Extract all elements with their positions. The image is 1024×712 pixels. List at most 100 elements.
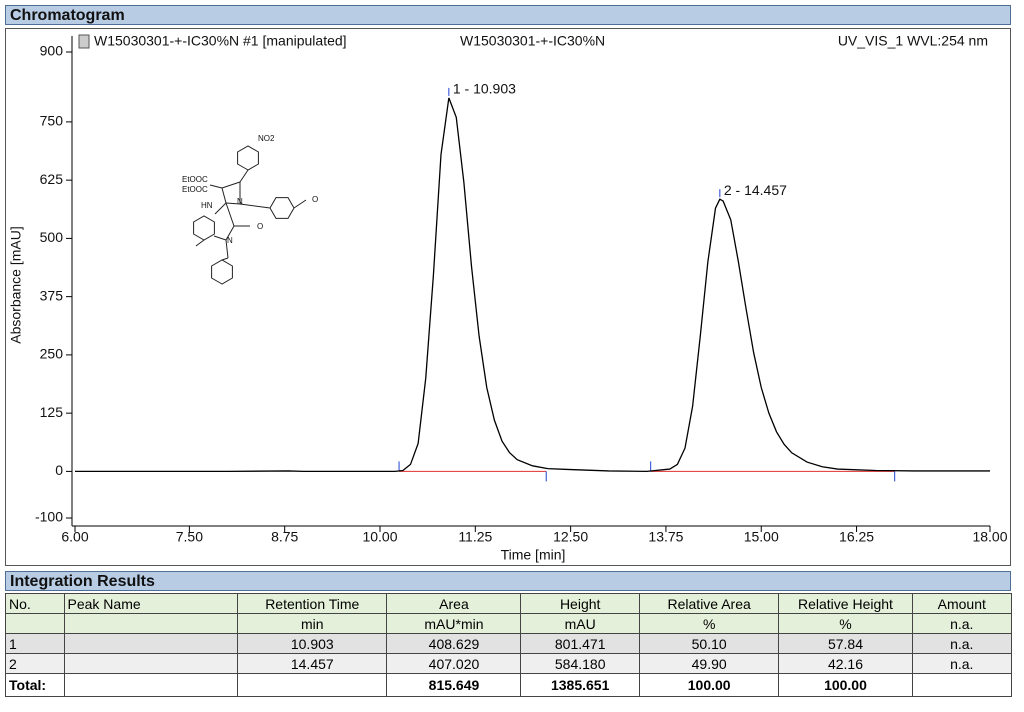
bond [225, 239, 229, 259]
y-tick-label: 750 [40, 113, 64, 129]
table-row: Total: 815.649 1385.651 100.00 100.00 [5, 673, 1013, 697]
bond [221, 257, 229, 261]
bond [195, 239, 205, 247]
bond [293, 199, 307, 209]
y-tick-label: -100 [35, 509, 63, 525]
table-cell: % [778, 613, 913, 634]
legend-center: W15030301-+-IC30%N [460, 33, 605, 49]
x-axis-label: Time [min] [501, 547, 566, 563]
bond [239, 203, 271, 209]
bond [225, 202, 235, 227]
bond [225, 202, 241, 205]
table-cell: mAU*min [386, 613, 522, 634]
ring [237, 145, 259, 171]
legend-right: UV_VIS_1 WVL:254 nm [838, 33, 988, 49]
y-tick-label: 250 [40, 346, 64, 362]
chart-panel [5, 28, 1011, 566]
x-tick-label: 10.00 [362, 529, 397, 545]
x-tick-label: 6.00 [61, 529, 88, 545]
table-cell: 100.00 [638, 673, 780, 697]
table-row: 1 10.903 408.629 801.471 50.10 57.84 n.a. [5, 633, 1013, 654]
table-cell: No. [5, 593, 65, 614]
panel-title: Chromatogram [5, 5, 1011, 25]
table-row: min mAU*min mAU%% n.a. [5, 613, 1013, 634]
atom-label: EtOOC [182, 185, 208, 194]
legend-left: W15030301-+-IC30%N #1 [manipulated] [94, 33, 347, 49]
table-cell: 584.180 [520, 653, 640, 674]
bond [213, 235, 227, 241]
table-cell [911, 673, 1013, 697]
table-cell: min [237, 613, 388, 634]
table-cell [237, 673, 388, 697]
table-cell [5, 613, 65, 634]
chromatogram-line [75, 97, 990, 473]
atom-label: O [257, 222, 263, 231]
table-cell: 10.903 [237, 633, 388, 654]
table-cell: Area [386, 593, 522, 614]
table-cell: % [638, 613, 780, 634]
bond [225, 225, 235, 241]
table-cell: n.a. [911, 613, 1013, 634]
table-cell [63, 673, 239, 697]
table-cell: Amount [911, 593, 1013, 614]
table-cell: Peak Name [63, 593, 239, 614]
bond [221, 187, 227, 204]
x-tick-label: 11.25 [458, 529, 492, 545]
table-row: No. Peak Name Retention Time Area Height Rela… [5, 593, 1013, 614]
atom-label: EtOOC [182, 175, 208, 184]
peak-label: 1 - 10.903 [453, 81, 516, 97]
ring [193, 215, 215, 241]
y-tick-label: 0 [55, 462, 63, 478]
table-cell: 49.90 [638, 653, 780, 674]
atom-label: HN [201, 201, 213, 210]
table-cell: 408.629 [386, 633, 522, 654]
table-cell: Height [520, 593, 640, 614]
ring [211, 259, 233, 285]
table-cell: Relative Height [778, 593, 913, 614]
table-cell: n.a. [911, 633, 1013, 654]
table-cell: 14.457 [237, 653, 388, 674]
x-tick-label: 7.50 [176, 529, 203, 545]
table-cell: 801.471 [520, 633, 640, 654]
table-cell: 2 [5, 653, 65, 674]
table-cell: Relative Area [638, 593, 780, 614]
file-icon [78, 34, 90, 49]
table-cell: 407.020 [386, 653, 522, 674]
table-cell: Total: [5, 673, 65, 697]
table-cell: Retention Time [237, 593, 388, 614]
atom-label: N [237, 197, 243, 206]
atom-label: NO2 [258, 134, 275, 143]
table-cell: 57.84 [778, 633, 913, 654]
table-cell: 50.10 [638, 633, 780, 654]
x-tick-label: 15.00 [744, 529, 779, 545]
table-cell: 42.16 [778, 653, 913, 674]
peak-label: 2 - 14.457 [724, 182, 787, 198]
table-cell: n.a. [911, 653, 1013, 674]
y-tick-label: 500 [40, 229, 64, 245]
x-tick-label: 18.00 [972, 529, 1007, 545]
x-tick-label: 16.25 [839, 529, 874, 545]
x-tick-label: 12.50 [553, 529, 588, 545]
y-tick-label: 375 [40, 287, 64, 303]
table-cell: 1 [5, 633, 65, 654]
bond [209, 184, 223, 189]
table-cell: mAU [520, 613, 640, 634]
table-cell: 1385.651 [520, 673, 640, 697]
x-tick-label: 13.75 [648, 529, 683, 545]
ring [269, 197, 295, 219]
bond [214, 202, 227, 215]
y-tick-label: 125 [40, 404, 64, 420]
table-cell [63, 633, 239, 654]
x-tick-label: 8.75 [271, 529, 298, 545]
table-cell: 100.00 [778, 673, 913, 697]
results-table: No. Peak Name Retention Time Area Height Rela… [5, 593, 1013, 697]
y-tick-label: 900 [40, 43, 64, 59]
bond [239, 169, 249, 183]
table-title: Integration Results [5, 571, 1011, 591]
y-tick-label: 625 [40, 171, 64, 187]
y-axis-label: Absorbance [mAU] [8, 226, 24, 344]
table-cell [63, 653, 239, 674]
